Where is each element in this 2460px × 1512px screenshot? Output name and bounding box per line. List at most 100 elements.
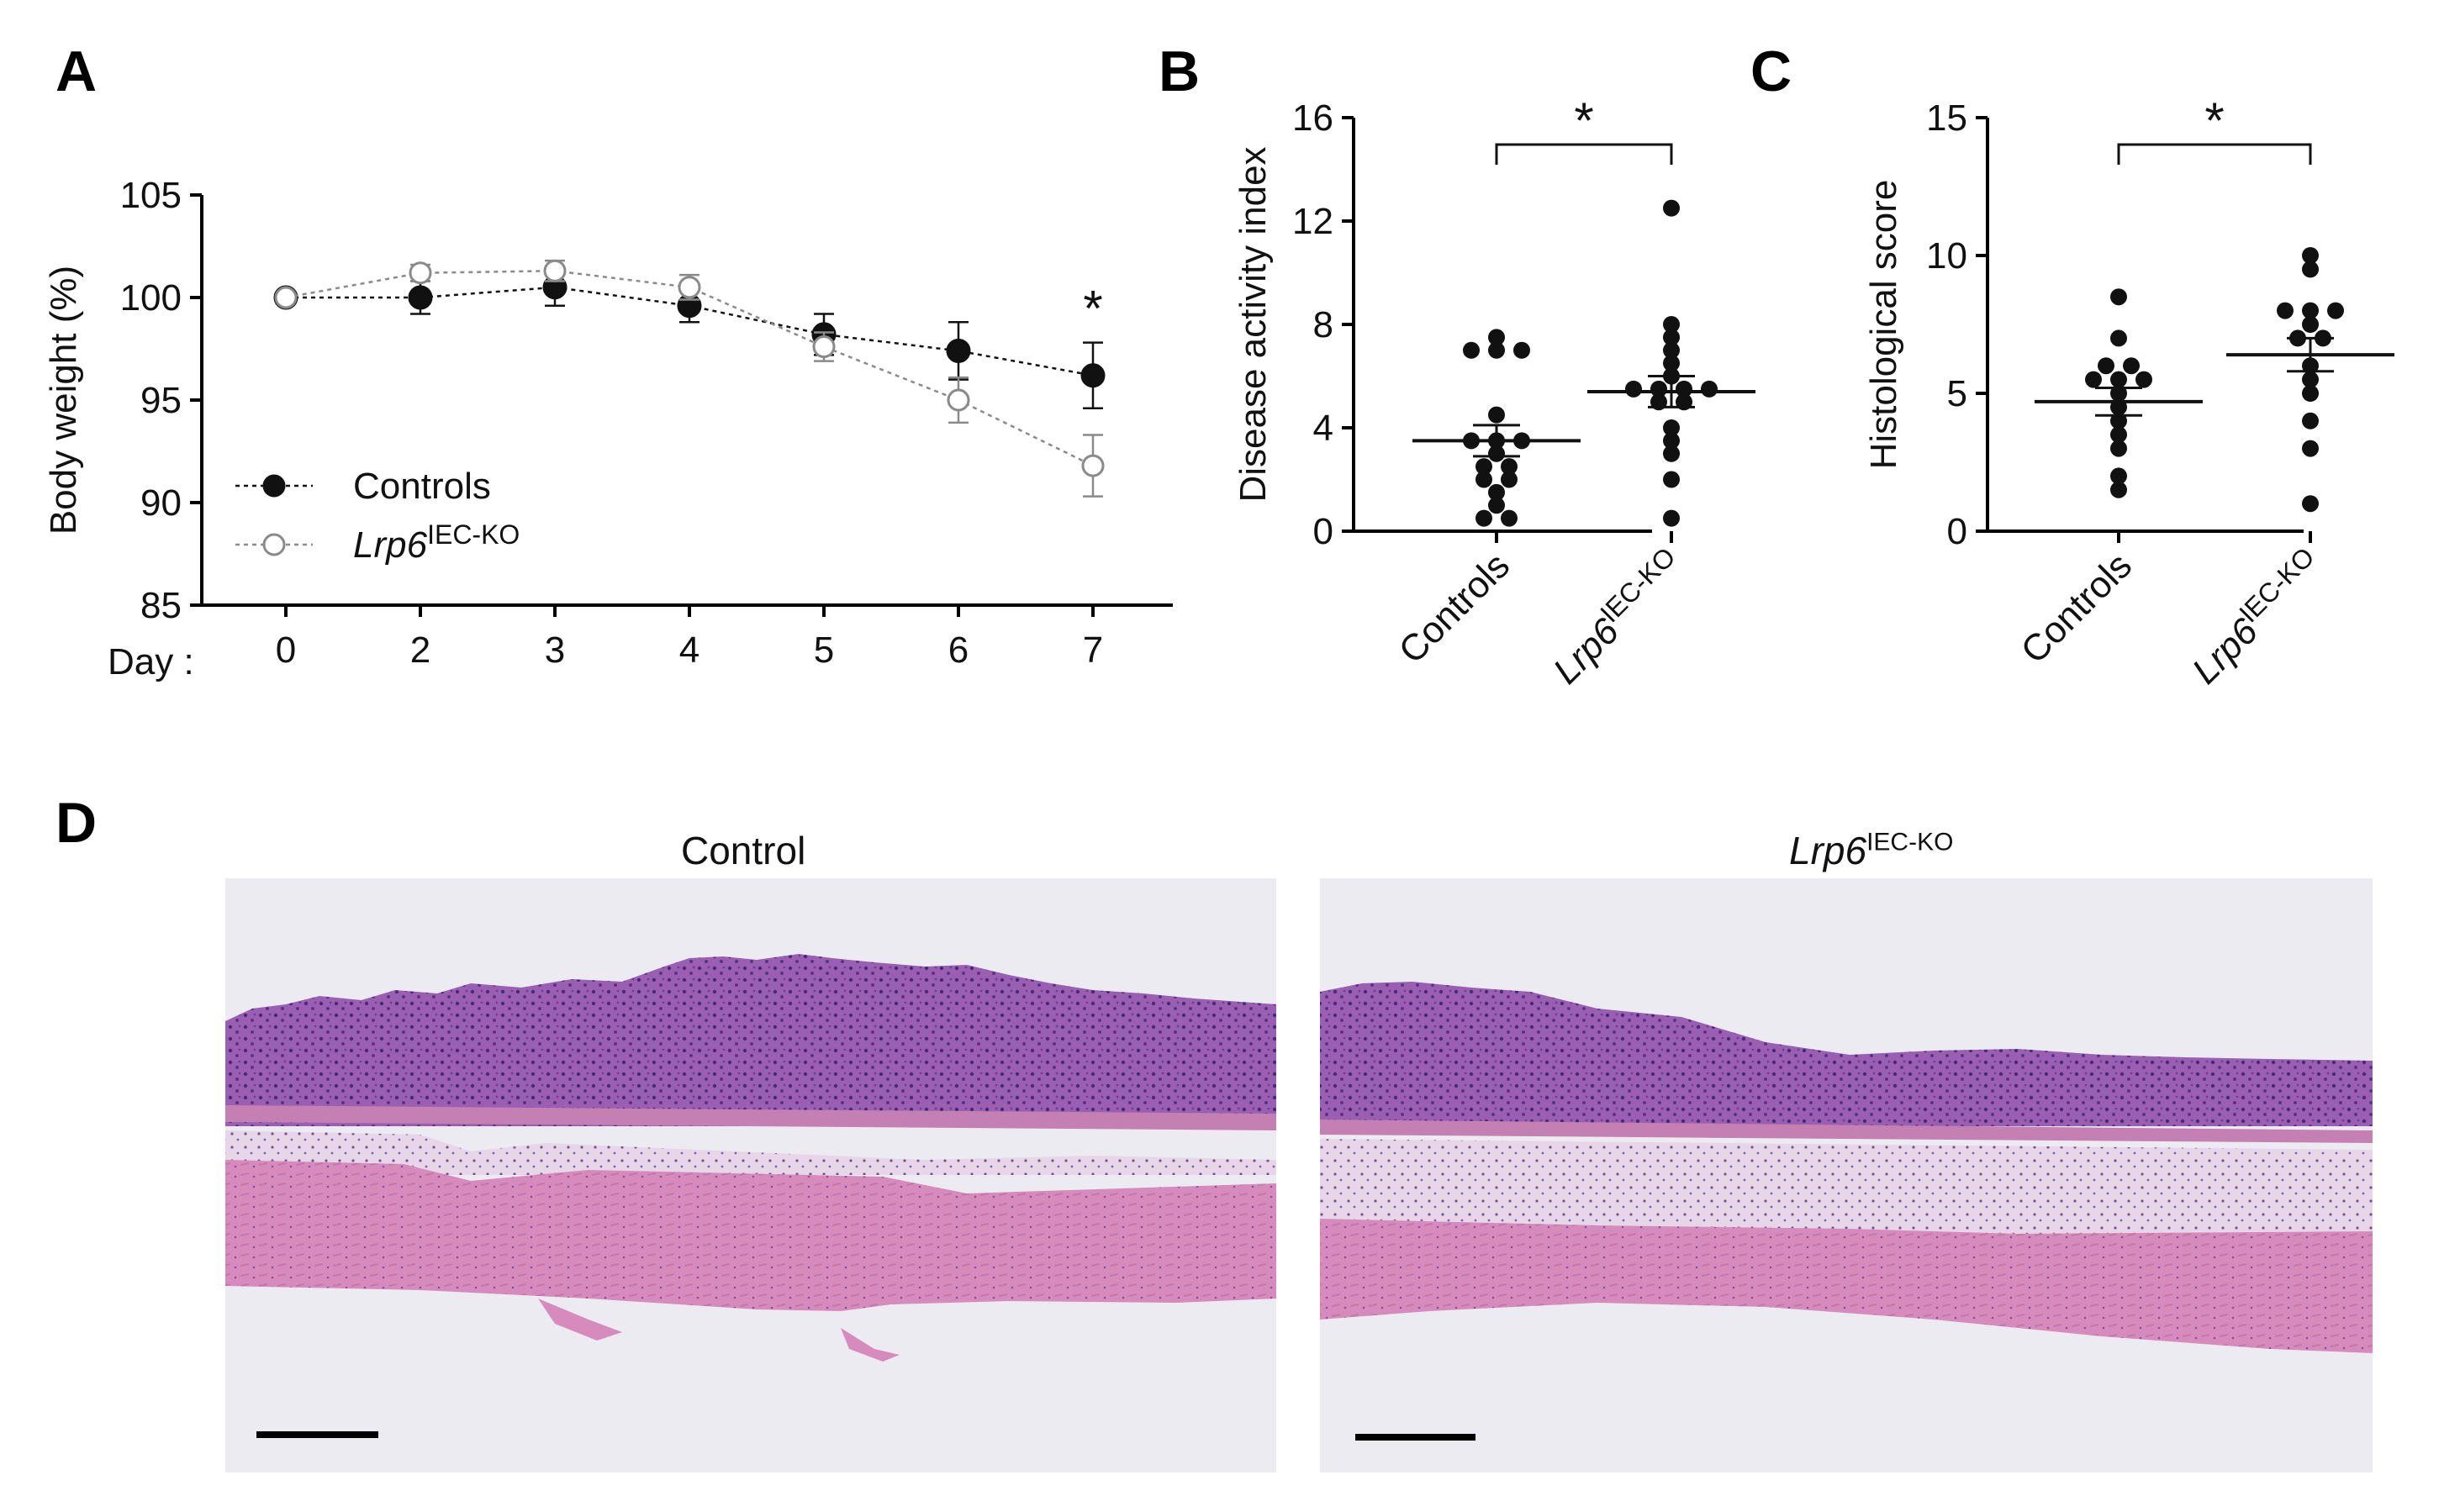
data-point [2302, 495, 2319, 513]
data-point [1488, 341, 1505, 359]
y-axis-title: Body weight (%) [43, 266, 84, 535]
data-point [1501, 509, 1518, 527]
data-point [2327, 302, 2344, 319]
mucosa-layer [225, 954, 1276, 1126]
panel-label-a: A [55, 40, 98, 103]
data-point [2302, 440, 2319, 457]
data-point [2302, 247, 2319, 264]
y-axis-title: Disease activity index [1233, 146, 1274, 502]
data-point [1663, 316, 1680, 333]
y-tick-label: 105 [120, 175, 182, 216]
micrograph-title-control: Control [681, 828, 805, 873]
muscularis-layer [225, 1160, 1276, 1311]
y-tick-label: 12 [1292, 201, 1333, 242]
y-tick-label: 0 [1947, 511, 1967, 552]
panel-label-d: D [55, 791, 98, 855]
micrograph-title-ko-sup: IEC-KO [1866, 828, 1954, 856]
data-point [2302, 302, 2319, 319]
legend-marker [262, 533, 286, 556]
data-point [2302, 371, 2319, 388]
submucosa-layer [225, 1130, 1276, 1175]
data-point [1488, 329, 1505, 346]
y-axis-title: Histological score [1863, 180, 1904, 470]
data-point [1081, 454, 1105, 477]
data-point [2277, 302, 2294, 319]
legend-label: Lrp6IEC-KO [353, 519, 520, 566]
y-tick-label: 4 [1313, 408, 1333, 449]
y-tick-label: 10 [1926, 235, 1967, 277]
significance-star: * [1083, 281, 1102, 337]
y-tick-label: 95 [140, 380, 182, 421]
data-point [1663, 199, 1680, 217]
x-axis-label: Day : [108, 641, 194, 682]
data-point [1663, 432, 1680, 450]
significance-bracket [1495, 143, 1673, 165]
y-tick-label: 85 [140, 585, 182, 626]
data-point [2085, 371, 2102, 388]
data-point [2110, 288, 2127, 306]
tissue-fragment [841, 1328, 900, 1362]
data-point [2110, 440, 2127, 457]
x-tick-label: 0 [276, 630, 296, 671]
data-point [1475, 471, 1492, 488]
micrograph-title-ko: Lrp6IEC-KO [1789, 828, 1953, 873]
data-point [2110, 481, 2127, 498]
mucosa-layer [1320, 982, 2373, 1126]
data-point [408, 285, 433, 310]
data-point [1463, 341, 1480, 359]
data-point [1663, 419, 1680, 436]
y-tick-label: 16 [1292, 97, 1333, 139]
data-point [946, 338, 971, 363]
data-point [1501, 458, 1518, 476]
data-point [2110, 329, 2127, 347]
x-tick-label: 7 [1083, 630, 1103, 671]
data-point [2110, 467, 2127, 485]
y-tick-label: 15 [1926, 97, 1967, 139]
significance-bracket [2117, 143, 2312, 165]
x-tick-label: 5 [814, 630, 834, 671]
panel-label-b: B [1159, 40, 1201, 103]
data-point [1488, 483, 1505, 501]
data-point [274, 286, 298, 309]
y-tick-label: 0 [1313, 511, 1333, 552]
data-point [1663, 355, 1680, 372]
data-point [2302, 316, 2319, 333]
x-tick-label: 3 [545, 630, 565, 671]
data-point [2135, 371, 2152, 388]
y-tick-label: 100 [120, 277, 182, 319]
data-point [1080, 363, 1106, 388]
submucosa-edema [1320, 1139, 2373, 1235]
data-point [1488, 406, 1505, 424]
data-point [1488, 497, 1505, 514]
y-tick-label: 8 [1313, 304, 1333, 345]
data-point [2110, 371, 2127, 388]
legend-label: Controls [353, 466, 491, 507]
muscularis-mucosae [225, 1105, 1276, 1130]
data-point [1663, 445, 1680, 462]
data-point [409, 261, 432, 285]
significance-star: * [2204, 92, 2224, 149]
data-point [543, 259, 567, 282]
data-point [2098, 357, 2114, 375]
muscularis-layer [1320, 1219, 2373, 1353]
data-point [1663, 471, 1680, 488]
data-point [1513, 341, 1530, 359]
significance-star: * [1574, 92, 1593, 149]
muscularis-mucosae [1320, 1120, 2373, 1143]
data-point [1475, 509, 1492, 527]
data-point [812, 335, 836, 359]
x-tick-label: 2 [410, 630, 430, 671]
legend-marker [262, 474, 286, 498]
panel-label-c: C [1750, 40, 1792, 103]
tissue-fragment [538, 1299, 622, 1341]
data-point [2302, 261, 2319, 278]
data-point [1501, 471, 1518, 488]
y-tick-label: 5 [1947, 373, 1967, 414]
data-point [1663, 329, 1680, 346]
data-point [2302, 412, 2319, 429]
data-point [2302, 385, 2319, 402]
x-tick-label: 4 [679, 630, 699, 671]
micrograph-title-control-text: Control [681, 829, 806, 872]
